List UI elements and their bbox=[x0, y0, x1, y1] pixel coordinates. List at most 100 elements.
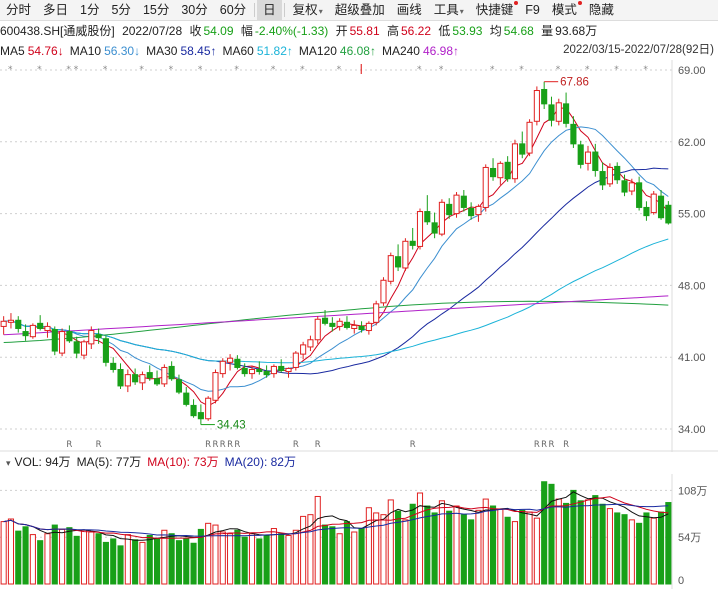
candle[interactable] bbox=[468, 202, 475, 220]
candle[interactable] bbox=[636, 176, 643, 211]
candle[interactable] bbox=[59, 328, 66, 357]
candle[interactable] bbox=[504, 156, 511, 182]
candle[interactable] bbox=[190, 399, 197, 418]
period-button-1[interactable]: 多日 bbox=[37, 0, 74, 20]
candlestick-chart[interactable]: 69.00 62.00 55.00 48.00 41.00 34.00 67.86 34.43… bbox=[0, 60, 718, 452]
candle[interactable] bbox=[241, 363, 248, 377]
candle[interactable] bbox=[380, 277, 387, 306]
candle[interactable] bbox=[234, 355, 241, 370]
candle[interactable] bbox=[409, 227, 416, 250]
candle[interactable] bbox=[621, 174, 628, 197]
period-button-8[interactable]: 复权▾ bbox=[287, 0, 329, 20]
candle[interactable] bbox=[0, 316, 7, 335]
candle[interactable] bbox=[161, 364, 168, 387]
period-button-4[interactable]: 15分 bbox=[137, 0, 175, 20]
candle[interactable] bbox=[263, 365, 270, 378]
candle[interactable] bbox=[22, 324, 29, 341]
candle[interactable] bbox=[343, 316, 351, 330]
candle[interactable] bbox=[139, 371, 146, 391]
candle[interactable] bbox=[256, 361, 263, 375]
candle[interactable] bbox=[599, 162, 606, 191]
candle[interactable] bbox=[88, 326, 95, 349]
date-range[interactable]: 2022/03/15-2022/07/28(92日) bbox=[559, 41, 718, 59]
candle[interactable] bbox=[132, 368, 139, 385]
candle[interactable] bbox=[146, 365, 153, 381]
candle[interactable] bbox=[650, 191, 657, 215]
period-button-3[interactable]: 5分 bbox=[105, 0, 136, 20]
candle[interactable] bbox=[73, 336, 80, 359]
period-button-10[interactable]: 画线 bbox=[391, 0, 428, 20]
candle[interactable] bbox=[110, 357, 117, 373]
candle[interactable] bbox=[643, 201, 650, 221]
candle[interactable] bbox=[365, 321, 372, 335]
candle[interactable] bbox=[548, 96, 555, 127]
candle[interactable] bbox=[321, 310, 329, 326]
candle[interactable] bbox=[153, 370, 161, 386]
period-button-2[interactable]: 1分 bbox=[74, 0, 105, 20]
candle[interactable] bbox=[541, 81, 548, 109]
candle[interactable] bbox=[117, 363, 124, 389]
candle[interactable] bbox=[614, 162, 621, 184]
candle[interactable] bbox=[168, 361, 175, 381]
candle[interactable] bbox=[555, 98, 562, 126]
candle[interactable] bbox=[285, 367, 292, 378]
period-button-11[interactable]: 工具▾ bbox=[428, 0, 470, 20]
candle[interactable] bbox=[584, 145, 592, 171]
period-button-13[interactable]: F9 bbox=[519, 0, 546, 20]
candle[interactable] bbox=[248, 366, 256, 379]
candle[interactable] bbox=[227, 354, 234, 371]
candle[interactable] bbox=[66, 325, 73, 343]
candle[interactable] bbox=[519, 131, 526, 159]
candle[interactable] bbox=[438, 199, 445, 237]
period-button-14[interactable]: 模式 bbox=[546, 0, 583, 20]
period-button-6[interactable]: 60分 bbox=[214, 0, 252, 20]
candle[interactable] bbox=[183, 386, 190, 407]
candle[interactable] bbox=[387, 252, 394, 285]
candle[interactable] bbox=[460, 190, 467, 212]
candle[interactable] bbox=[205, 396, 212, 421]
period-button-9[interactable]: 超级叠加 bbox=[329, 0, 391, 20]
candle[interactable] bbox=[197, 404, 204, 425]
candle[interactable] bbox=[292, 351, 299, 371]
candle[interactable] bbox=[526, 119, 533, 157]
candle[interactable] bbox=[29, 323, 36, 339]
period-button-15[interactable]: 隐藏 bbox=[583, 0, 620, 20]
candle[interactable] bbox=[453, 192, 460, 218]
candle[interactable] bbox=[270, 364, 277, 378]
candle[interactable] bbox=[570, 116, 577, 148]
candle[interactable] bbox=[431, 212, 438, 239]
candle[interactable] bbox=[416, 208, 424, 250]
candle[interactable] bbox=[395, 244, 402, 272]
candle[interactable] bbox=[51, 326, 58, 356]
candle[interactable] bbox=[95, 328, 102, 344]
candle[interactable] bbox=[533, 86, 540, 126]
candle[interactable] bbox=[592, 143, 599, 177]
candle[interactable] bbox=[577, 140, 584, 169]
candle[interactable] bbox=[80, 339, 88, 360]
candle[interactable] bbox=[497, 161, 504, 185]
candle[interactable] bbox=[358, 321, 365, 333]
candle[interactable] bbox=[278, 359, 285, 373]
period-button-7[interactable]: 日 bbox=[257, 0, 282, 20]
candle[interactable] bbox=[628, 178, 635, 196]
candle[interactable] bbox=[37, 315, 44, 331]
candle[interactable] bbox=[563, 92, 570, 128]
candle[interactable] bbox=[373, 300, 380, 326]
candle[interactable] bbox=[511, 139, 519, 183]
period-button-12[interactable]: 快捷键 bbox=[470, 0, 520, 20]
candle[interactable] bbox=[329, 317, 336, 332]
stock-code[interactable]: 600438.SH[通威股份] bbox=[0, 24, 115, 38]
candle[interactable] bbox=[212, 369, 219, 404]
candle[interactable] bbox=[44, 322, 51, 338]
candle[interactable] bbox=[424, 195, 431, 225]
candle[interactable] bbox=[7, 313, 15, 329]
candle[interactable] bbox=[606, 163, 613, 187]
candle[interactable] bbox=[475, 204, 482, 222]
candle[interactable] bbox=[307, 335, 314, 352]
period-button-0[interactable]: 分时 bbox=[0, 0, 37, 20]
candle[interactable] bbox=[446, 198, 453, 219]
candle[interactable] bbox=[482, 164, 489, 212]
dropdown-icon[interactable]: ▾ bbox=[6, 458, 11, 468]
candle[interactable] bbox=[657, 190, 665, 220]
candle[interactable] bbox=[351, 320, 358, 334]
